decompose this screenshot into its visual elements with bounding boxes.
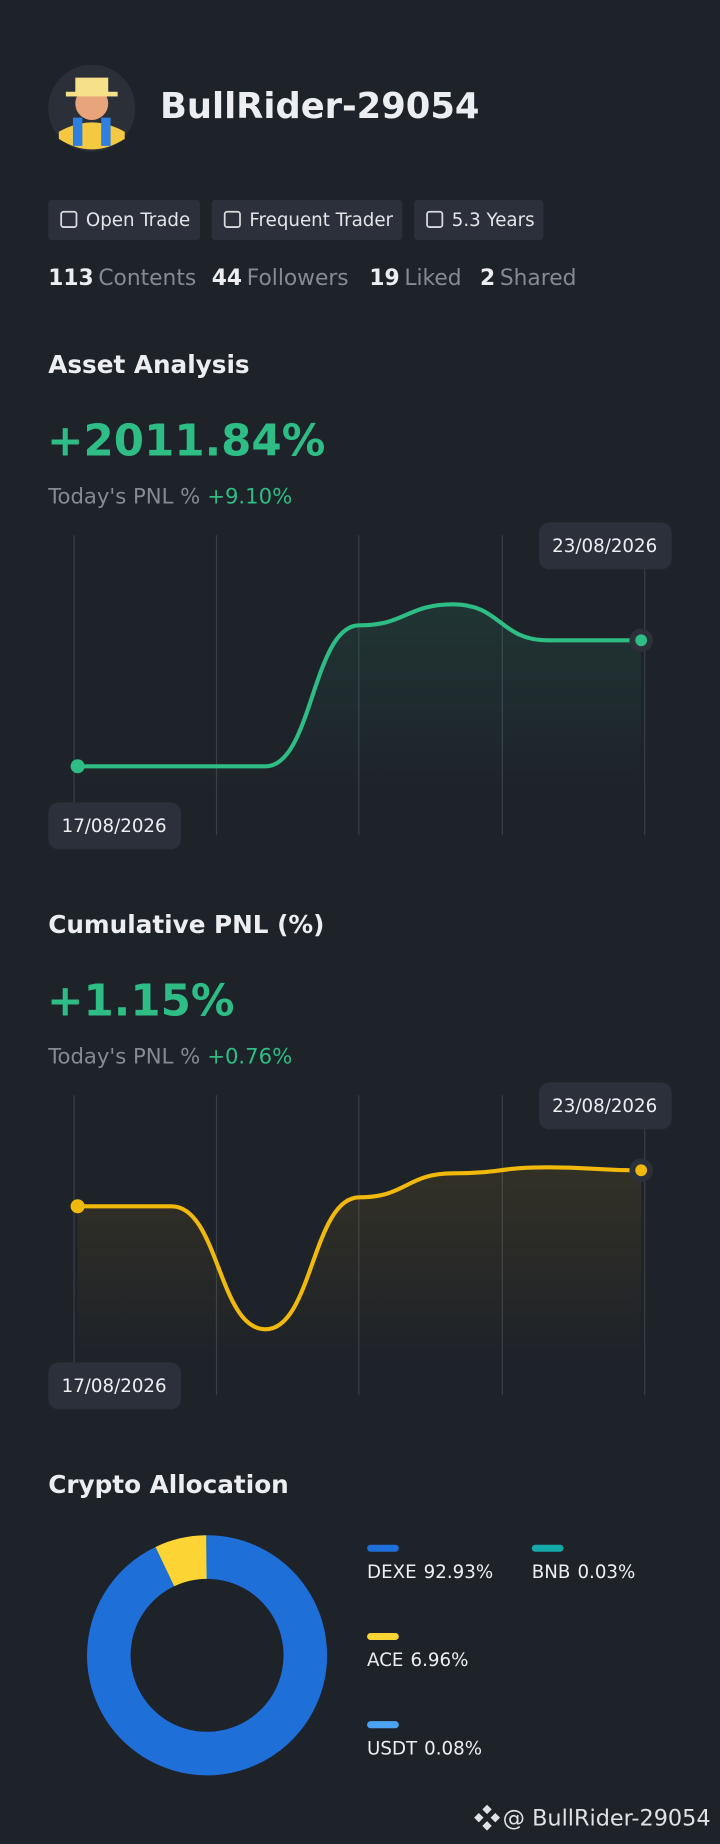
tooltip <box>538 1082 672 1130</box>
today-label: Today's PNL % <box>47 1044 200 1069</box>
stat-count: 44 <box>212 266 242 291</box>
stat-count: 113 <box>48 266 93 291</box>
today-value: +9.10% <box>207 484 292 509</box>
badge-icon <box>60 210 78 228</box>
today-value: +0.76% <box>207 1044 292 1069</box>
start-date: 17/08/2026 <box>62 1376 167 1397</box>
stat: 19 Liked <box>369 266 461 291</box>
line <box>77 1165 642 1332</box>
legend-entry: BNB 0.03% <box>532 1562 636 1583</box>
donut-segment <box>87 1535 328 1776</box>
badge <box>414 200 544 240</box>
headline: +1.15% <box>47 977 234 1027</box>
badge <box>48 200 201 240</box>
stat-label: Liked <box>404 266 461 291</box>
area <box>77 604 642 800</box>
section-title: Cumulative PNL (%) <box>48 910 324 939</box>
legend-value: 0.08% <box>424 1738 482 1759</box>
footer-icon <box>474 1804 500 1831</box>
today-pnl: Today's PNL % +9.10% <box>47 484 292 509</box>
legend-swatch <box>367 1544 399 1552</box>
footer: @ BullRider-29054 <box>503 1805 711 1831</box>
user-name: BullRider-29054 <box>160 86 479 127</box>
line <box>77 602 642 769</box>
start-label-box <box>48 802 182 850</box>
today-label: Today's PNL % <box>47 484 200 509</box>
legend-name: USDT <box>367 1738 418 1759</box>
stat: 113 Contents <box>48 266 196 291</box>
stat-count: 2 <box>480 266 495 291</box>
section-title: Asset Analysis <box>48 350 249 379</box>
avatar <box>48 64 136 152</box>
badge-icon <box>223 210 241 228</box>
badge-label: Frequent Trader <box>249 210 393 231</box>
legend-name: DEXE <box>367 1562 417 1583</box>
stat-label: Shared <box>500 266 577 291</box>
stat-label: Contents <box>98 266 196 291</box>
badge-label: 5.3 Years <box>452 210 535 231</box>
legend-value: 92.93% <box>424 1562 493 1583</box>
legend-name: ACE <box>367 1650 403 1671</box>
legend-swatch <box>367 1721 399 1729</box>
start-point <box>70 1199 85 1214</box>
tooltip <box>538 522 672 570</box>
badge <box>211 200 403 240</box>
start-point <box>70 759 85 774</box>
badge-label: Open Trade <box>86 210 190 231</box>
section-title: Crypto Allocation <box>48 1470 289 1499</box>
start-label-box <box>48 1362 182 1410</box>
end-point <box>635 1164 648 1177</box>
legend-swatch <box>367 1632 399 1640</box>
today-pnl: Today's PNL % +0.76% <box>47 1044 292 1069</box>
headline: +2011.84% <box>47 417 325 467</box>
legend-entry: USDT 0.08% <box>367 1738 482 1759</box>
legend-value: 0.03% <box>577 1562 635 1583</box>
legend-name: BNB <box>532 1562 571 1583</box>
legend-swatch <box>531 1544 564 1552</box>
legend-value: 6.96% <box>411 1650 469 1671</box>
legend-entry: ACE 6.96% <box>367 1650 468 1671</box>
stat-count: 19 <box>369 266 399 291</box>
stat: 44 Followers <box>212 266 349 291</box>
area <box>77 1167 642 1360</box>
stat: 2 Shared <box>480 266 576 291</box>
tooltip-date: 23/08/2026 <box>552 1096 657 1117</box>
badge-icon <box>426 210 444 228</box>
end-point <box>635 634 648 647</box>
tooltip-date: 23/08/2026 <box>552 536 657 557</box>
start-date: 17/08/2026 <box>62 816 167 837</box>
stat-label: Followers <box>247 266 349 291</box>
donut-segment <box>155 1535 208 1587</box>
legend-entry: DEXE 92.93% <box>367 1562 493 1583</box>
